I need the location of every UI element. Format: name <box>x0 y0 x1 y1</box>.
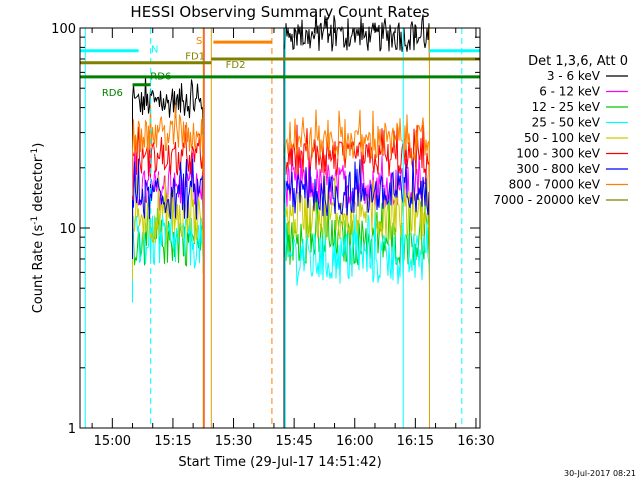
y-label-part-1: Count Rate (s <box>31 225 46 314</box>
y-label-part-2: detector <box>31 156 46 216</box>
y-axis: 1 10 100 <box>51 22 480 437</box>
series-trace-5-seg-0 <box>132 125 204 220</box>
x-tick-label-0: 15:00 <box>94 434 131 449</box>
series-trace-7-seg-1 <box>283 109 430 188</box>
y-label-sup-2: -1 <box>30 148 40 157</box>
series-trace-5-seg-1 <box>283 124 430 204</box>
x-tick-label-3: 15:45 <box>275 434 312 449</box>
series-trace-0-seg-1 <box>283 9 430 82</box>
series-trace-6-seg-0 <box>132 158 204 259</box>
legend-label-1: 6 - 12 keV <box>539 85 601 99</box>
y-label-sup-1: -1 <box>30 216 40 225</box>
x-axis-label: Start Time (29-Jul-17 14:51:42) <box>178 455 381 470</box>
chart-title: HESSI Observing Summary Count Rates <box>130 3 429 21</box>
flag-label-4: RD6 <box>150 71 171 82</box>
y-tick-label-1: 10 <box>59 222 76 237</box>
legend-label-3: 25 - 50 keV <box>532 116 601 130</box>
series-trace-6-seg-1 <box>283 156 430 241</box>
flag-label-2: FD1 <box>185 51 205 62</box>
flag-label-0: N <box>151 44 158 55</box>
y-tick-label-2: 100 <box>51 22 76 37</box>
series-trace-7-seg-0 <box>132 104 204 196</box>
flag-label-1: S <box>196 36 202 47</box>
plot-area: N S FD1 FD2 RD6 RD6 <box>80 9 480 428</box>
y-tick-label-0: 1 <box>68 422 76 437</box>
series-trace-3-seg-1 <box>283 205 430 304</box>
x-tick-label-5: 16:15 <box>397 434 434 449</box>
legend-label-0: 3 - 6 keV <box>547 69 601 83</box>
series-trace-0-seg-0 <box>132 75 204 164</box>
x-tick-label-6: 16:30 <box>457 434 494 449</box>
series-trace-4-seg-1 <box>283 175 430 261</box>
x-tick-label-1: 15:15 <box>154 434 191 449</box>
legend-label-2: 12 - 25 keV <box>532 100 601 114</box>
x-axis: 15:00 15:15 15:30 15:45 16:00 16:15 16:30 <box>91 28 495 449</box>
legend-label-4: 50 - 100 keV <box>524 131 601 145</box>
legend-label-5: 100 - 300 keV <box>516 147 600 161</box>
legend-header: Det 1,3,6, Att 0 <box>528 54 628 69</box>
legend-label-7: 800 - 7000 keV <box>509 178 601 192</box>
y-label-part-3: ) <box>31 143 46 148</box>
x-tick-label-2: 15:30 <box>215 434 252 449</box>
y-axis-label: Count Rate (s-1 detector-1) <box>30 143 46 314</box>
x-tick-label-4: 16:00 <box>336 434 373 449</box>
legend-label-8: 7000 - 20000 keV <box>493 193 600 207</box>
flag-label-5: RD6 <box>102 88 123 99</box>
legend-label-6: 300 - 800 keV <box>516 162 600 176</box>
flag-label-3: FD2 <box>226 60 246 71</box>
timestamp-footer: 30-Jul-2017 08:21 <box>564 469 636 478</box>
